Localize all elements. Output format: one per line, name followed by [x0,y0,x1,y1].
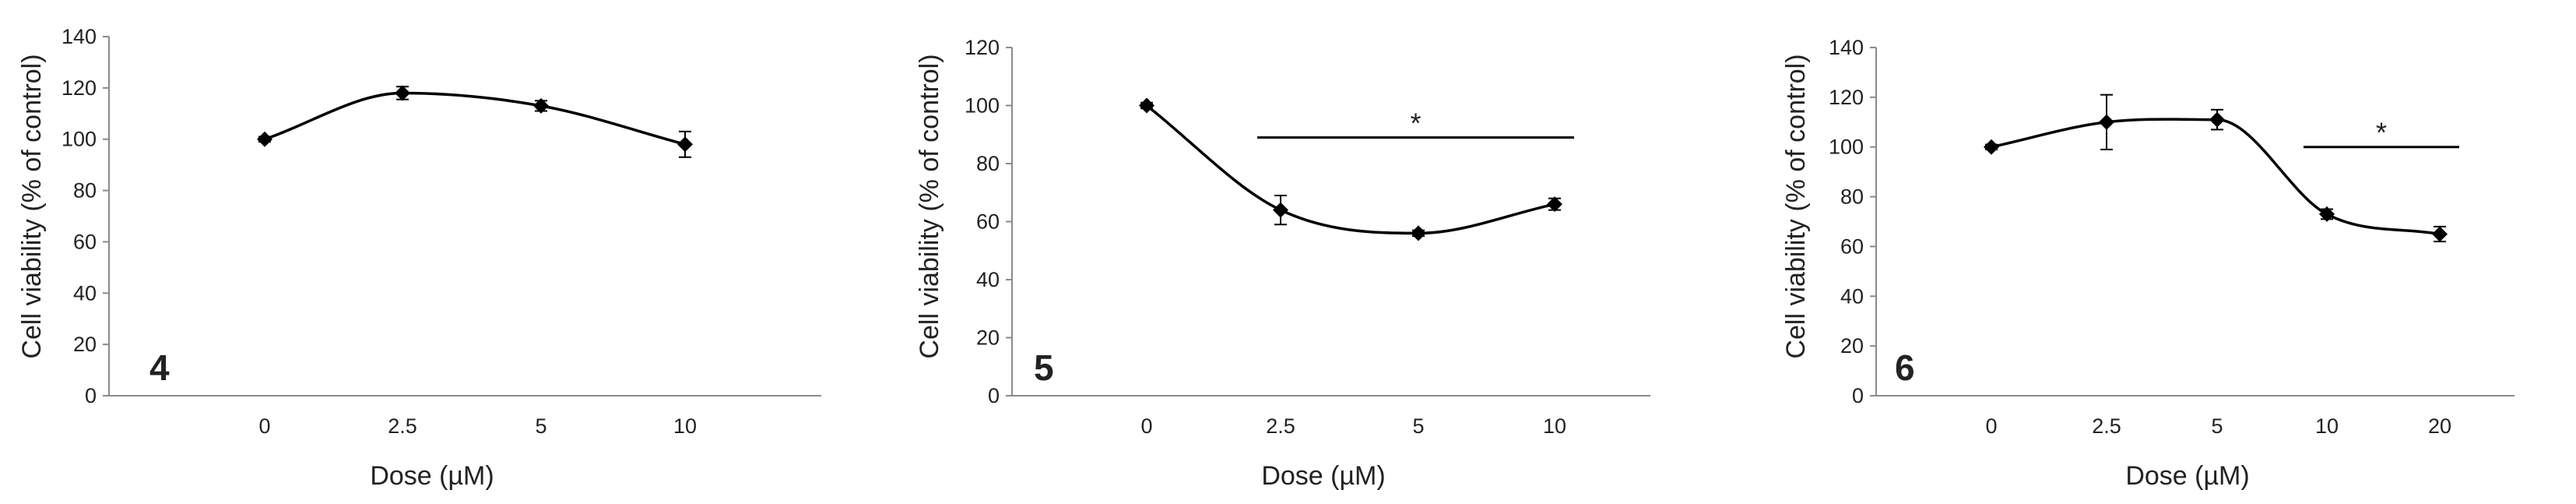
series-line [1991,118,2441,236]
y-tick-label: 20 [73,333,97,356]
x-tick-label: 5 [1412,414,1424,438]
x-tick-label: 5 [2211,414,2223,438]
y-tick-label: 20 [976,326,1000,350]
x-tick-label: 0 [1140,414,1152,438]
x-axis-title: Dose (µM) [1261,461,1385,491]
y-axis-title: Cell viability (% of control) [1781,54,1811,358]
y-axis-title: Cell viability (% of control) [915,54,944,358]
data-point [1984,139,1999,155]
y-tick-label: 60 [73,230,97,253]
x-tick-label: 10 [673,414,697,438]
x-tick-label: 2.5 [1266,414,1295,438]
data-point [1139,97,1154,114]
y-tick-label: 80 [976,152,1000,175]
series-line [1145,104,1555,235]
data-point [2099,114,2114,130]
y-tick-label: 140 [62,25,97,48]
y-tick-label: 100 [965,94,1000,118]
y-tick-label: 0 [1852,384,1864,407]
data-point [2319,206,2335,222]
x-tick-label: 10 [1543,414,1566,438]
y-tick-label: 100 [1829,136,1864,159]
y-tick-label: 60 [976,210,1000,234]
y-tick-label: 140 [1829,36,1864,59]
x-axis-title: Dose (µM) [2125,461,2249,491]
x-tick-label: 5 [535,414,546,438]
panel-label: 4 [149,347,170,388]
chart-panel-5: Cell viability (% of control) Dose (µM) … [915,36,1650,491]
y-tick-label: 0 [85,384,97,407]
panel-label: 5 [1034,347,1054,388]
chart-panel-4: Cell viability (% of control) Dose (µM) … [17,25,821,491]
plot-area: 0 20 40 60 80 100 120 140 0 2.5 5 10 20 * [1829,36,2514,438]
y-tick-label: 20 [1840,334,1864,358]
plot-area: 0 20 40 60 80 100 120 0 2.5 5 10 * [965,36,1650,438]
y-tick-label: 60 [1840,234,1864,258]
data-point [677,136,693,153]
x-tick-label: 0 [1985,414,1997,438]
x-tick-label: 2.5 [388,414,417,438]
x-tick-label: 20 [2428,414,2451,438]
data-point [533,97,549,114]
data-point [395,85,410,101]
y-tick-label: 80 [73,179,97,203]
y-tick-label: 100 [62,128,97,151]
x-tick-label: 0 [258,414,270,438]
y-tick-label: 120 [62,76,97,100]
y-tick-label: 80 [1840,185,1864,209]
data-point [257,131,272,147]
series-line [264,91,686,146]
y-tick-label: 120 [965,36,1000,59]
significance-asterisk: * [2376,117,2387,149]
data-point [2432,226,2448,242]
significance-asterisk: * [1410,107,1421,139]
y-tick-label: 120 [1829,86,1864,109]
y-tick-label: 0 [988,384,1000,407]
panel-label: 6 [1895,347,1915,388]
plot-area: 0 20 40 60 80 100 120 140 0 2.5 5 10 [62,25,821,438]
data-point [1411,225,1426,241]
x-tick-label: 10 [2315,414,2339,438]
y-tick-label: 40 [1840,284,1864,308]
data-point [1273,202,1288,218]
data-point [2209,111,2225,128]
x-axis-title: Dose (µM) [370,461,494,491]
data-point [1547,196,1562,213]
y-tick-label: 40 [976,268,1000,291]
chart-panel-6: Cell viability (% of control) Dose (µM) … [1781,36,2514,491]
y-tick-label: 40 [73,281,97,305]
y-axis-title: Cell viability (% of control) [17,54,47,358]
x-tick-label: 2.5 [2092,414,2121,438]
